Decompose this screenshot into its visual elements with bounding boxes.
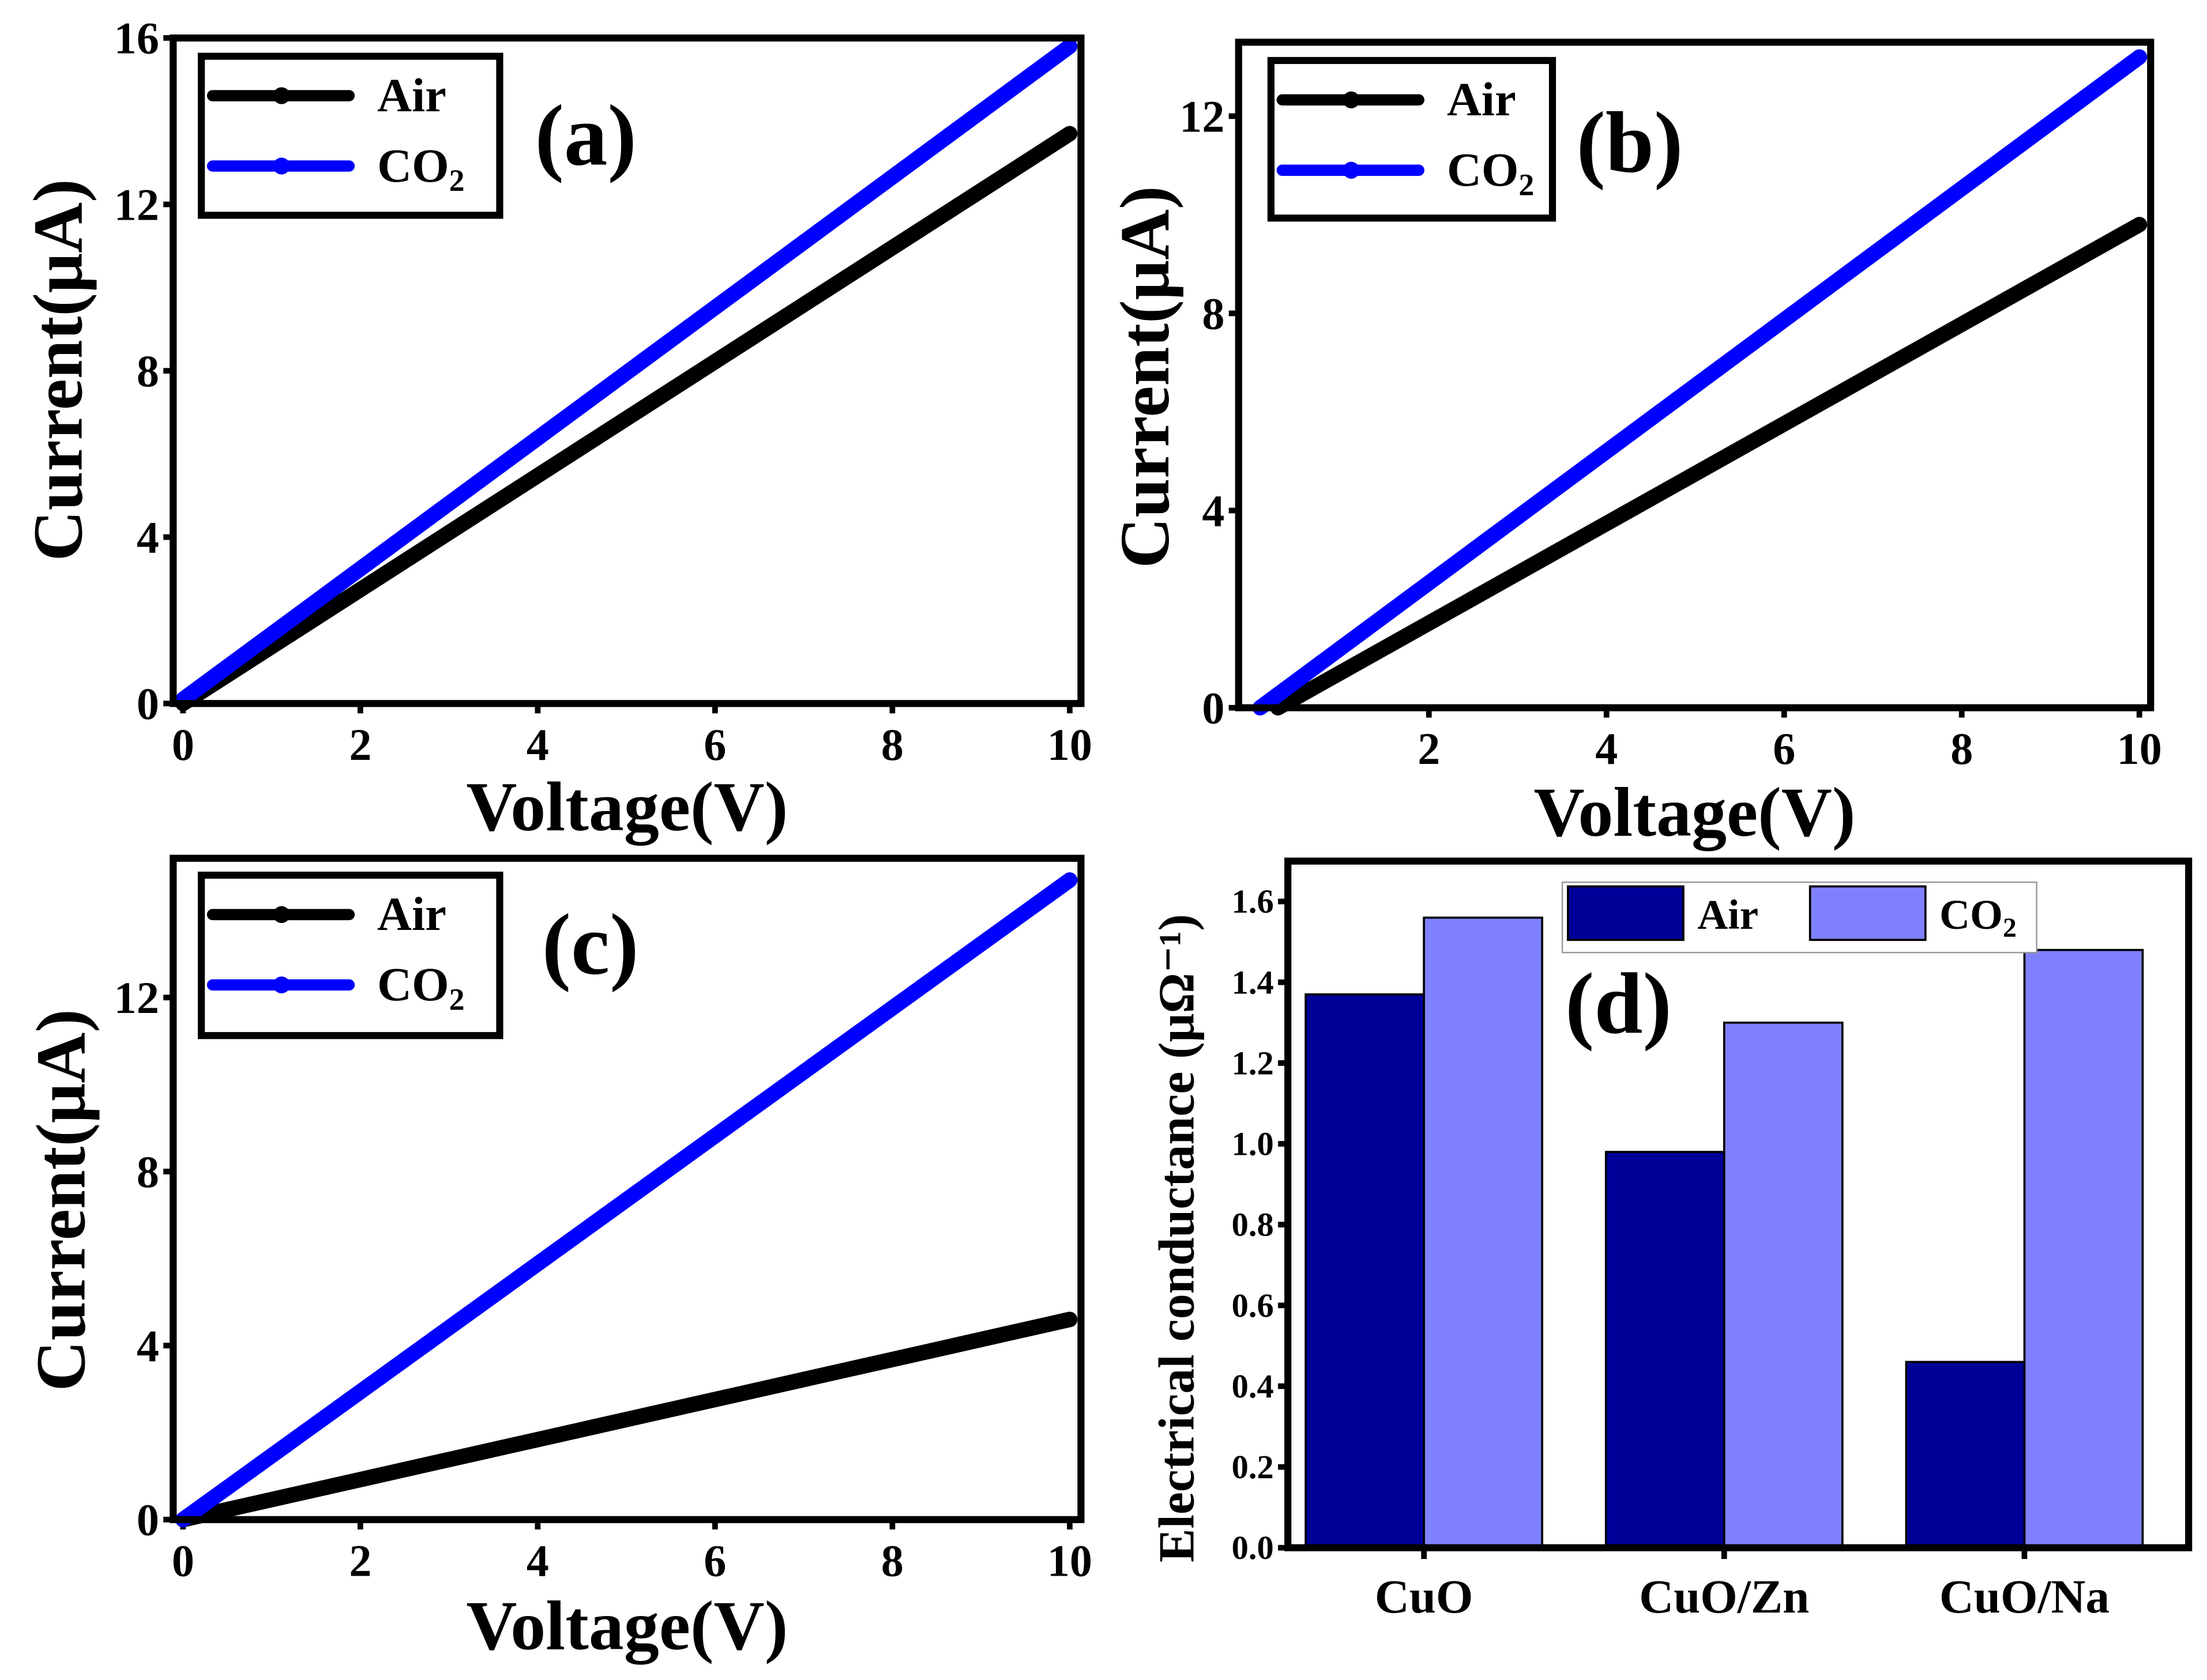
series-line-co2 [175,38,1078,707]
legend-marker [273,976,290,994]
y-tick-label: 12 [1179,91,1224,141]
x-axis-label: Voltage(V) [466,768,788,846]
x-tick-label: 8 [881,1535,904,1585]
legend-label: CO2 [377,958,464,1016]
legend-marker [273,87,290,104]
series-line-air [175,1312,1078,1528]
legend-box [198,871,503,1039]
legend-label: Air [1697,891,1758,938]
x-tick-label: 10 [2117,724,2162,774]
x-axis-label: Voltage(V) [466,1587,788,1664]
y-tick-label: 8 [137,346,159,396]
legend-label: Air [377,69,446,122]
x-axis-label: Voltage(V) [1534,774,1856,852]
y-tick-label: 8 [1202,288,1224,338]
legend-swatch-air [1567,885,1685,941]
y-tick-label: 4 [137,513,159,563]
x-tick-label: 2 [1418,724,1440,774]
panel-a: 0 4 8 12 16 0 2 4 6 8 10 Voltage(V) Air CO2 (a) Current… [20,13,1092,846]
bar-air-cuo-na [1905,1361,2026,1549]
legend: Air CO2 [198,52,503,219]
plot-frame [1235,39,2155,711]
legend: Air CO2 [198,871,503,1039]
legend-marker [273,157,290,175]
x-tick-label: 2 [349,720,371,770]
x-tick-label: 0 [172,1535,194,1585]
panel-c: 0 4 8 12 0 2 4 6 8 10 Voltage(V) Air CO2 (c) Current(μ… [22,854,1092,1664]
y-tick-label: 0.4 [1232,1368,1274,1405]
y-tick-label: 1.4 [1232,963,1274,1001]
x-tick-label: 0 [172,720,194,770]
legend-box [1267,56,1556,222]
y-tick-label: 12 [114,973,159,1023]
legend-label: CO2 [1939,891,2017,943]
y-tick-label: 0 [137,1495,159,1545]
legend-label: Air [1447,73,1516,126]
bar-air-cuo [1304,993,1425,1549]
y-tick-label: 0 [1202,683,1224,733]
x-tick-label: 10 [1047,720,1092,770]
legend: Air CO2 [1267,56,1556,222]
y-tick-label: 12 [114,179,159,229]
y-tick-label: 0.2 [1232,1448,1274,1486]
x-tick-label: 8 [881,720,904,770]
legend-label: Air [377,887,446,940]
x-tick-label: CuO/Na [1939,1570,2110,1623]
x-tick-label: 6 [704,1535,726,1585]
x-tick-label: 6 [1773,724,1795,774]
series-line-co2 [1252,49,2148,716]
y-axis-label: Current(μA) [20,179,97,561]
panel-d: 0.0 0.2 0.4 0.6 0.8 1.0 1.2 1.4 1.6 CuO CuO/Zn CuO/… [1149,857,2193,1623]
y-tick-label: 4 [1202,485,1224,536]
series-line-co2 [175,872,1078,1528]
bar-air-cuo-zn [1604,1151,1725,1549]
y-axis-label: Electrical conductance (μΩ⁻¹) [1149,914,1205,1562]
legend-marker [1343,91,1360,108]
x-tick-label: 4 [527,1535,549,1585]
legend-marker [273,906,290,923]
legend-swatch-co2 [1809,885,1927,941]
y-tick-label: 1.6 [1232,883,1274,920]
legend-marker [1343,161,1360,179]
y-tick-label: 0 [137,679,159,729]
legend: Air CO2 [1561,881,2037,954]
y-tick-label: 8 [137,1147,159,1197]
y-tick-label: 16 [114,13,159,63]
panel-label: (a) [535,87,637,184]
y-axis-label: Current(μA) [22,1009,100,1391]
panel-label: (c) [542,896,639,993]
x-tick-label: 2 [349,1535,371,1585]
x-tick-label: 10 [1047,1535,1092,1585]
x-tick-label: 4 [1595,724,1618,774]
legend-label: CO2 [377,139,464,198]
bar-co2-cuo [1423,916,1543,1549]
plot-frame [170,854,1085,1523]
series-line-air [1270,217,2148,716]
y-tick-label: 0.0 [1232,1529,1274,1566]
y-tick-label: 0.8 [1232,1206,1274,1244]
y-tick-label: 4 [137,1321,159,1371]
plot-frame [1284,857,2193,1551]
plot-frame [170,34,1085,707]
legend-box [198,52,503,219]
panel-b: 0 4 8 12 2 4 6 8 10 Voltage(V) Air CO2 (b) Current(μA… [1106,39,2162,852]
panel-label: (b) [1577,94,1683,191]
y-tick-label: 1.2 [1232,1044,1274,1082]
y-tick-label: 1.0 [1232,1125,1274,1163]
x-tick-label: CuO [1375,1570,1473,1623]
x-tick-label: 8 [1950,724,1973,774]
x-tick-label: 6 [704,720,726,770]
y-axis-label: Current(μA) [1106,186,1184,568]
x-tick-label: 4 [527,720,549,770]
bar-co2-cuo-zn [1723,1022,1844,1549]
legend-label: CO2 [1447,143,1534,202]
series-line-air [175,126,1078,711]
y-tick-label: 0.6 [1232,1287,1274,1324]
bar-co2-cuo-na [2023,948,2144,1549]
x-tick-label: CuO/Zn [1639,1570,1809,1623]
panel-label: (d) [1565,955,1672,1052]
